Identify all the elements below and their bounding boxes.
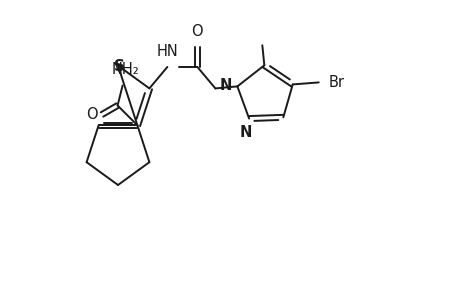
Text: HN: HN (156, 44, 178, 59)
Text: O: O (191, 24, 203, 39)
Text: O: O (86, 107, 98, 122)
Text: N: N (219, 78, 232, 93)
Text: S: S (113, 59, 124, 74)
Text: N: N (240, 124, 252, 140)
Text: Br: Br (328, 75, 344, 90)
Text: NH₂: NH₂ (112, 61, 139, 76)
